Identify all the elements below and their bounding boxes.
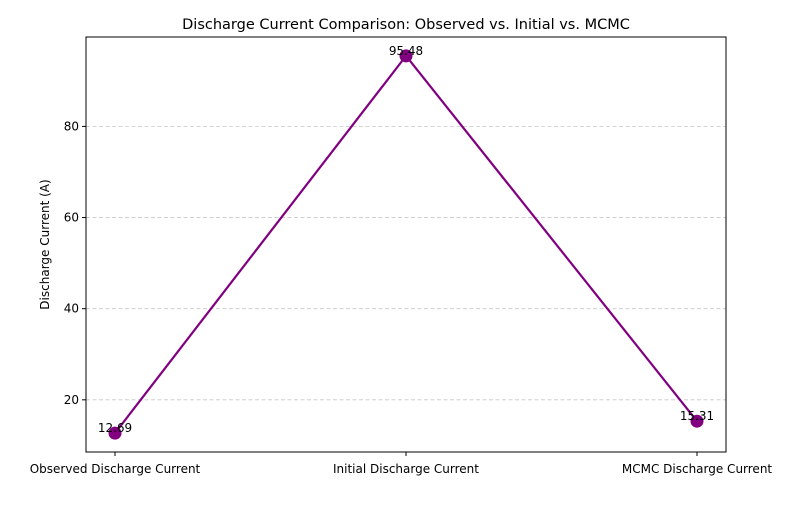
data-label: 95.48 xyxy=(389,44,423,58)
y-tick-label: 80 xyxy=(64,119,79,133)
x-tick-label: Observed Discharge Current xyxy=(30,462,201,476)
data-point xyxy=(690,414,704,428)
data-label: 12.69 xyxy=(98,421,132,435)
y-tick-label: 20 xyxy=(64,393,79,407)
data-point xyxy=(399,49,413,63)
data-label: 15.31 xyxy=(680,409,714,423)
x-tick-label: MCMC Discharge Current xyxy=(622,462,773,476)
y-axis-label: Discharge Current (A) xyxy=(38,179,52,309)
y-tick-label: 60 xyxy=(64,211,79,225)
series-layer: 12.69 95.48 15.31 xyxy=(98,44,714,440)
data-point xyxy=(108,426,122,440)
y-tick-label: 40 xyxy=(64,302,79,316)
chart-title: Discharge Current Comparison: Observed v… xyxy=(182,17,630,33)
gridlines xyxy=(86,126,726,401)
x-tick-label: Initial Discharge Current xyxy=(333,462,479,476)
axis-ticks: 20 40 60 80 Observed Discharge Current Initia… xyxy=(30,119,773,476)
